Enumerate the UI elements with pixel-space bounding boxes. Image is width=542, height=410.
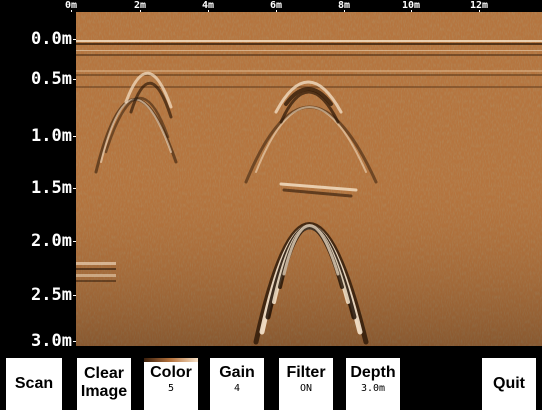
shallow-hyperbola-left bbox=[94, 71, 178, 174]
depth-tick: 2.0m bbox=[31, 231, 76, 251]
distance-axis: 0m 2m 4m 6m 8m 10m 12m bbox=[0, 0, 542, 13]
depth-axis: 0.0m 0.5m 1.0m 1.5m 2.0m 2.5m 3.0m bbox=[0, 12, 76, 350]
distance-tick: 12m bbox=[470, 0, 489, 13]
color-button-label: Color bbox=[150, 364, 192, 381]
depth-tick: 1.0m bbox=[31, 126, 76, 146]
filter-button-label: Filter bbox=[286, 364, 326, 381]
quit-button[interactable]: Quit bbox=[482, 358, 536, 410]
distance-tick: 4m bbox=[202, 0, 215, 13]
clear-image-button[interactable]: Clear Image bbox=[77, 358, 131, 410]
color-palette-swatch bbox=[144, 358, 198, 362]
gain-button-label: Gain bbox=[219, 364, 255, 381]
depth-tick: 3.0m bbox=[31, 331, 76, 351]
depth-value: 3.0m bbox=[360, 383, 386, 394]
depth-button[interactable]: Depth 3.0m bbox=[346, 358, 400, 410]
distance-tick: 2m bbox=[134, 0, 147, 13]
gain-value: 4 bbox=[233, 383, 241, 394]
depth-tick: 2.5m bbox=[31, 285, 76, 305]
depth-button-label: Depth bbox=[350, 364, 396, 381]
radar-shade bbox=[76, 12, 542, 346]
color-button[interactable]: Color 5 bbox=[144, 358, 198, 410]
scan-button[interactable]: Scan bbox=[6, 358, 62, 410]
depth-tick: 0.0m bbox=[31, 29, 76, 49]
distance-tick: 0m bbox=[65, 0, 78, 13]
distance-tick: 8m bbox=[338, 0, 351, 13]
filter-button[interactable]: Filter ON bbox=[279, 358, 333, 410]
scan-button-label: Scan bbox=[14, 375, 54, 392]
color-value: 5 bbox=[167, 383, 175, 394]
depth-tick: 0.5m bbox=[31, 69, 76, 89]
radargram-display[interactable] bbox=[76, 12, 542, 346]
distance-tick: 10m bbox=[402, 0, 421, 13]
deep-hyperbola bbox=[253, 182, 369, 345]
gain-button[interactable]: Gain 4 bbox=[210, 358, 264, 410]
clear-label-line1: Clear bbox=[83, 365, 125, 382]
clear-label-line2: Image bbox=[80, 383, 128, 400]
quit-button-label: Quit bbox=[493, 375, 525, 392]
depth-tick: 1.5m bbox=[31, 178, 76, 198]
surface-bands bbox=[76, 40, 542, 282]
distance-tick: 6m bbox=[270, 0, 283, 13]
shallow-hyperbola-center bbox=[244, 80, 378, 184]
filter-value: ON bbox=[299, 383, 313, 394]
